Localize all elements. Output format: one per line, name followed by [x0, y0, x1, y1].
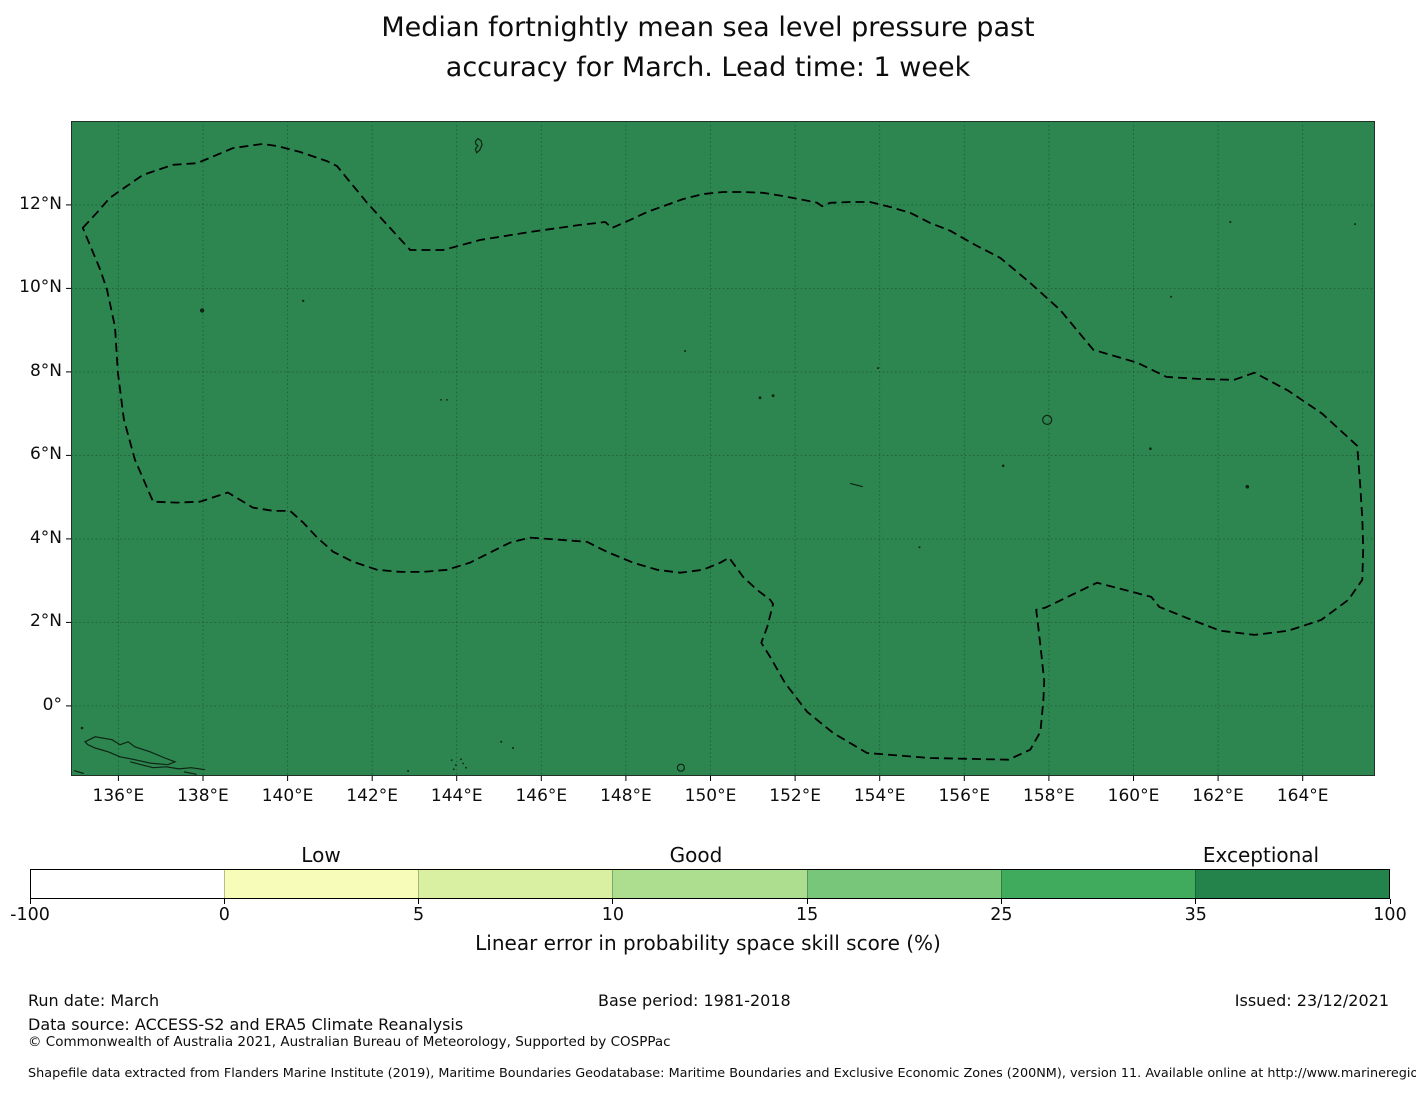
island-dot [460, 758, 462, 761]
copyright-text: © Commonwealth of Australia 2021, Austra… [28, 1034, 671, 1050]
island-dot [1170, 295, 1173, 298]
island-dot [758, 396, 762, 400]
colorbar-category-exceptional: Exceptional [1202, 843, 1320, 867]
y-tick-label: 8°N [29, 360, 62, 381]
colorbar-segment [806, 870, 1001, 898]
colorbar-tickmark [612, 899, 614, 904]
colorbar-tick-label: 100 [1373, 905, 1407, 925]
coastline [73, 770, 84, 775]
island-dot [1001, 464, 1005, 468]
x-tick-label: 154°E [853, 786, 906, 806]
island-outline [474, 137, 483, 154]
island-dot [1354, 223, 1357, 226]
island-dot [440, 399, 442, 401]
page-title-line1: Median fortnightly mean sea level pressu… [381, 12, 1035, 43]
island-dot [80, 726, 84, 730]
colorbar-tickmark [1389, 899, 1391, 904]
x-tick-label: 164°E [1276, 786, 1329, 806]
shapefile-note-text: Shapefile data extracted from Flanders M… [28, 1066, 1416, 1081]
colorbar-category-good: Good [669, 843, 723, 867]
colorbar-tick-label: 35 [1184, 905, 1207, 925]
x-tick-label: 148°E [600, 786, 652, 806]
issued-date-text: Issued: 23/12/2021 [1234, 991, 1389, 1010]
colorbar-tickmark [223, 899, 225, 904]
colorbar-segment [1194, 870, 1389, 898]
colorbar-tickmark [29, 899, 31, 904]
colorbar-segment [418, 870, 613, 898]
map-frame [71, 121, 1375, 776]
run-date-text: Run date: March [28, 991, 160, 1010]
island-dot [407, 770, 410, 772]
island-dot [1245, 484, 1250, 489]
colorbar-segment [224, 870, 419, 898]
colorbar-tickmark [806, 899, 808, 904]
colorbar-tick-label: 5 [412, 905, 425, 925]
base-period-text: Base period: 1981-2018 [598, 991, 791, 1010]
island-dot [1229, 221, 1232, 223]
colorbar-tick-label: 25 [990, 905, 1013, 925]
colorbar-category-low: Low [301, 843, 341, 867]
y-tick-label: 4°N [29, 527, 62, 548]
y-tick-label: 12°N [19, 193, 62, 214]
island-dot [455, 764, 457, 766]
x-tick-label: 136°E [92, 786, 145, 806]
colorbar-tickmark [418, 899, 420, 904]
colorbar-segment [31, 870, 225, 898]
page-title: Median fortnightly mean sea level pressu… [0, 8, 1416, 88]
colorbar-tick-label: -100 [10, 905, 50, 925]
x-tick-label: 146°E [515, 786, 568, 806]
colorbar [30, 869, 1390, 899]
island-dot [771, 394, 775, 398]
coastline [849, 482, 863, 488]
page-title-line2: accuracy for March. Lead time: 1 week [445, 52, 971, 83]
island-dot [450, 759, 453, 761]
colorbar-tick-label: 0 [218, 905, 230, 925]
island-dot [1149, 447, 1152, 451]
colorbar-tick-label: 15 [796, 905, 819, 925]
colorbar-tickmark [1000, 899, 1002, 904]
x-tick-label: 142°E [346, 786, 398, 806]
x-tick-label: 158°E [1023, 786, 1075, 806]
data-source-text: Data source: ACCESS-S2 and ERA5 Climate … [28, 1015, 464, 1034]
y-tick-label: 0° [42, 694, 62, 715]
island-dot [446, 399, 448, 401]
island-dot [877, 367, 879, 370]
map-canvas [66, 121, 1375, 781]
coastline [183, 771, 197, 775]
eez-boundary-dashed [81, 143, 1365, 761]
island-dot [465, 766, 467, 769]
x-tick-label: 152°E [769, 786, 821, 806]
x-tick-label: 144°E [430, 786, 483, 806]
y-tick-label: 6°N [29, 444, 62, 465]
island-dot [199, 308, 205, 313]
island-dot [684, 350, 687, 352]
island-dot [452, 768, 455, 771]
island-dot [302, 299, 305, 303]
x-tick-label: 140°E [261, 786, 314, 806]
colorbar-segment [1000, 870, 1195, 898]
x-tick-label: 160°E [1107, 786, 1160, 806]
y-tick-label: 2°N [29, 611, 62, 632]
island-outline [83, 736, 177, 766]
island-dot [918, 546, 921, 549]
atoll-ring [1042, 414, 1053, 425]
colorbar-axis-label: Linear error in probability space skill … [475, 931, 941, 955]
x-tick-label: 162°E [1192, 786, 1244, 806]
coastline [130, 761, 206, 771]
map-fill-exceptional [71, 121, 1375, 776]
x-tick-label: 150°E [684, 786, 737, 806]
colorbar-tick-label: 10 [601, 905, 624, 925]
colorbar-tickmark [1195, 899, 1197, 904]
x-tick-label: 138°E [177, 786, 229, 806]
island-dot [500, 740, 503, 743]
island-dot [462, 762, 464, 765]
y-tick-label: 10°N [19, 277, 62, 298]
island-dot [512, 747, 514, 749]
colorbar-segment [612, 870, 807, 898]
atoll-ring [676, 763, 686, 772]
x-tick-label: 156°E [938, 786, 991, 806]
